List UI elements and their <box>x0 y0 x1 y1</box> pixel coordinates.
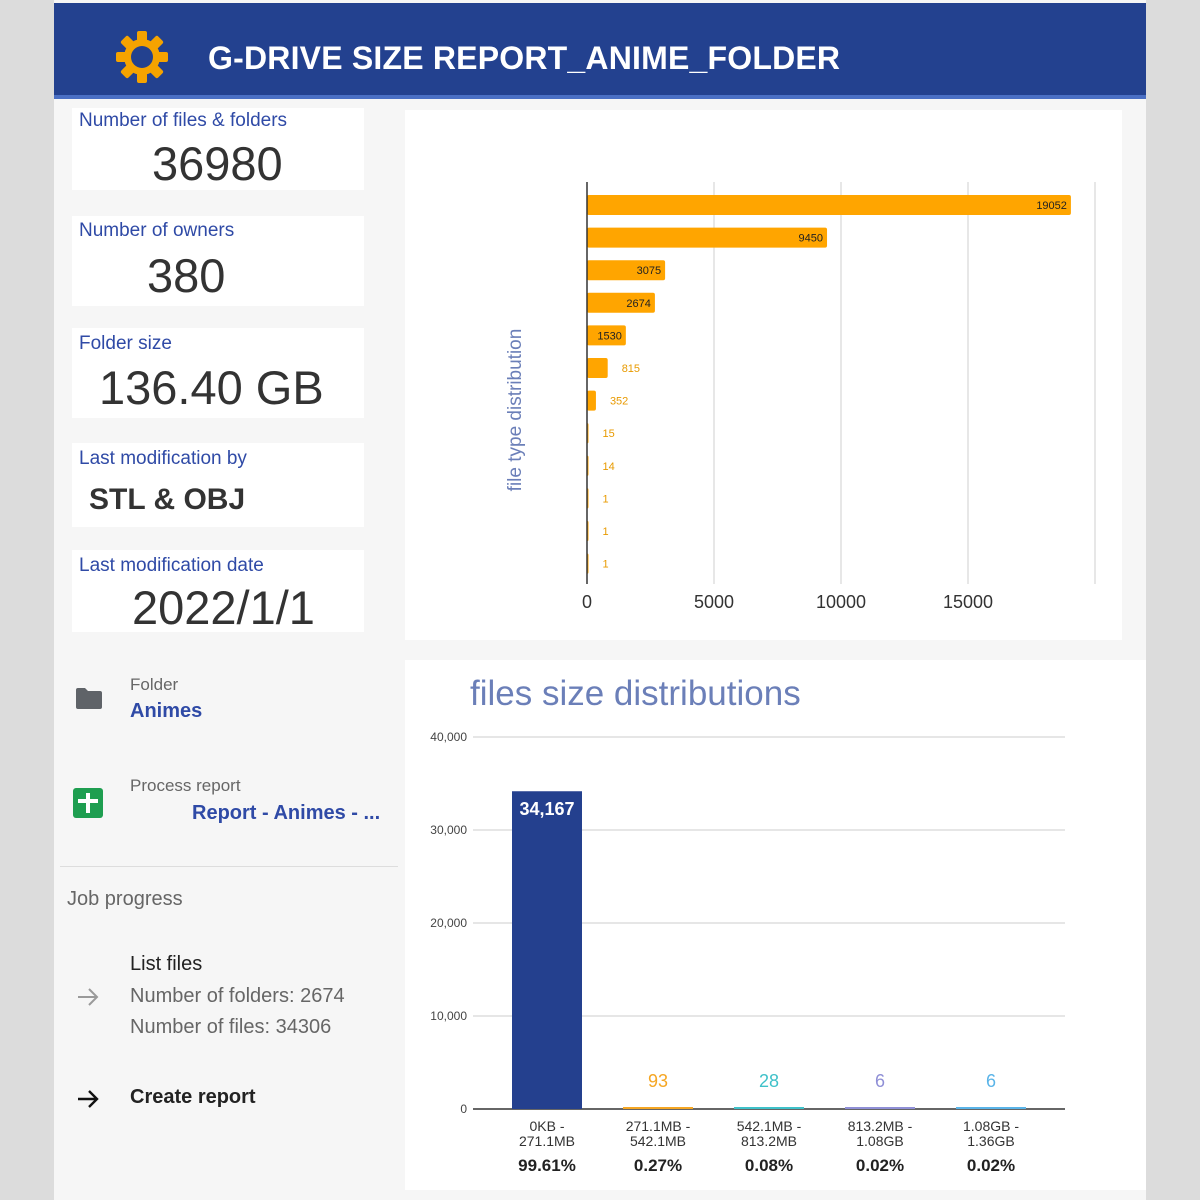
x-tick-label: 813.2MB <box>741 1133 797 1149</box>
gear-icon <box>116 31 168 83</box>
stat-card-owners: Number of owners 380 <box>72 216 364 306</box>
bar <box>512 791 582 1109</box>
data-label: 9450 <box>799 233 823 245</box>
bar <box>587 325 626 346</box>
folder-label: Folder <box>130 675 179 694</box>
process-report-link[interactable]: Report - Animes - ... <box>192 802 381 824</box>
x-tick-label: 542.1MB - <box>737 1118 802 1134</box>
data-label: 1 <box>603 526 609 538</box>
data-label: 93 <box>648 1071 668 1091</box>
step-create-report-title: Create report <box>130 1086 256 1108</box>
bar <box>587 292 655 313</box>
percentage-label: 0.08% <box>745 1156 793 1175</box>
bar <box>587 390 596 411</box>
info-panel: Folder Animes Process report Report - An… <box>60 656 398 1196</box>
stat-card-last-mod-by: Last modification by STL & OBJ <box>72 443 364 527</box>
process-report-label: Process report <box>130 776 241 795</box>
stat-label: Number of owners <box>79 220 235 241</box>
bar <box>587 260 666 281</box>
stat-card-folder-size: Folder size 136.40 GB <box>72 328 364 418</box>
stat-card-files: Number of files & folders 36980 <box>72 108 364 190</box>
x-tick-label: 0KB - <box>529 1118 564 1134</box>
data-label: 19052 <box>1036 200 1067 212</box>
y-tick-label: 20,000 <box>430 916 467 930</box>
x-tick-label: 1.36GB <box>967 1133 1014 1149</box>
x-tick-label: 10000 <box>816 592 866 612</box>
x-tick-label: 271.1MB <box>519 1133 575 1149</box>
divider <box>60 866 398 867</box>
x-tick-label: 542.1MB <box>630 1133 686 1149</box>
x-tick-label: 271.1MB - <box>626 1118 691 1134</box>
bar <box>845 1107 915 1109</box>
data-label: 15 <box>603 428 615 440</box>
file-type-chart-svg: 0 5000 10000 15000 19052 9450 3075 2674 1530 815 3… <box>505 182 1096 612</box>
folder-icon <box>76 688 102 709</box>
file-size-chart: files size distributions 0 10,000 20,000 30,… <box>405 660 1146 1190</box>
percentage-label: 0.02% <box>967 1156 1015 1175</box>
stat-value: 136.40 GB <box>99 361 324 414</box>
chart-title: files size distributions <box>470 674 801 713</box>
y-axis-label: file type distribution <box>505 329 526 492</box>
bar <box>623 1107 693 1109</box>
data-label: 6 <box>986 1071 996 1091</box>
y-tick-label: 30,000 <box>430 823 467 837</box>
bar <box>956 1107 1026 1109</box>
percentage-label: 0.27% <box>634 1156 682 1175</box>
stat-card-last-mod-date: Last modification date 2022/1/1 <box>72 550 364 634</box>
data-label: 3075 <box>637 265 661 277</box>
x-tick-label: 0 <box>582 592 592 612</box>
sheets-icon <box>73 788 103 818</box>
y-tick-label: 10,000 <box>430 1009 467 1023</box>
x-tick-label: 813.2MB - <box>848 1118 913 1134</box>
data-label: 1530 <box>597 330 621 342</box>
y-tick-label: 0 <box>460 1102 467 1116</box>
folder-link[interactable]: Animes <box>130 700 203 722</box>
data-label: 1 <box>603 559 609 571</box>
job-progress-title: Job progress <box>67 888 183 910</box>
step-folders-count: Number of folders: 2674 <box>130 985 345 1007</box>
percentage-label: 99.61% <box>518 1156 576 1175</box>
stat-label: Number of files & folders <box>79 110 288 131</box>
data-label: 2674 <box>626 298 650 310</box>
page-title: G-DRIVE SIZE REPORT_ANIME_FOLDER <box>208 40 841 76</box>
x-tick-label: 1.08GB <box>856 1133 903 1149</box>
bar <box>587 358 608 378</box>
data-label: 352 <box>610 396 628 408</box>
bar <box>734 1107 804 1109</box>
stat-label: Folder size <box>79 333 172 354</box>
file-type-chart: 0 5000 10000 15000 19052 9450 3075 2674 1530 815 3… <box>405 110 1122 640</box>
bar <box>587 227 828 248</box>
data-label: 34,167 <box>519 799 574 819</box>
x-tick-label: 1.08GB - <box>963 1118 1019 1134</box>
arrow-right-icon <box>78 988 99 1006</box>
report-header: G-DRIVE SIZE REPORT_ANIME_FOLDER <box>54 3 1146 99</box>
data-label: 28 <box>759 1071 779 1091</box>
data-label: 815 <box>622 363 640 375</box>
file-size-chart-svg: files size distributions 0 10,000 20,000 30,… <box>430 674 1065 1175</box>
x-tick-label: 5000 <box>694 592 734 612</box>
stat-value: 36980 <box>152 137 283 190</box>
step-list-files-title: List files <box>130 953 203 975</box>
stat-value: 380 <box>147 249 226 302</box>
stat-label: Last modification date <box>79 555 264 576</box>
data-label: 1 <box>603 493 609 505</box>
y-tick-label: 40,000 <box>430 730 467 744</box>
step-files-count: Number of files: 34306 <box>130 1016 332 1038</box>
x-tick-label: 15000 <box>943 592 993 612</box>
stat-value: 2022/1/1 <box>132 581 315 634</box>
stat-label: Last modification by <box>79 448 247 469</box>
stat-value: STL & OBJ <box>89 483 246 516</box>
bar <box>587 195 1071 215</box>
data-label: 6 <box>875 1071 885 1091</box>
data-label: 14 <box>603 461 615 473</box>
arrow-right-icon <box>78 1090 99 1108</box>
percentage-label: 0.02% <box>856 1156 904 1175</box>
